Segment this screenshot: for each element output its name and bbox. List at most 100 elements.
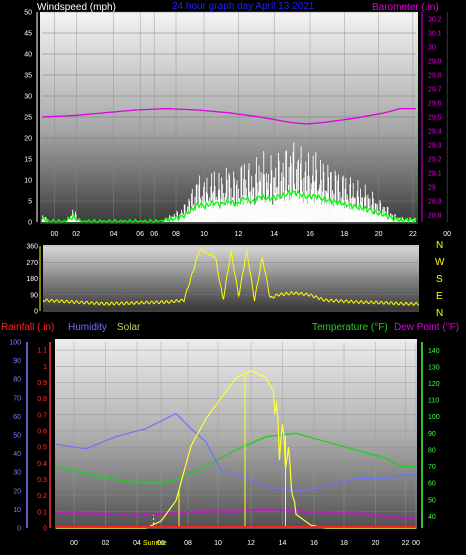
humidity-tick-label: 0 (17, 526, 21, 533)
rain-tick-label: 0.6 (37, 428, 47, 435)
temp-tick-label: 50 (428, 497, 436, 504)
rain-tick-label: 0.2 (37, 493, 47, 500)
wind-x-tick-label: 20 (375, 231, 383, 238)
axis-labels: 5045403530252015105030.230.13029.929.829… (9, 10, 451, 548)
temperature-line (55, 432, 417, 485)
wind-x-tick-label: 18 (340, 231, 348, 238)
wind-tick-label: 35 (24, 73, 32, 80)
wind-x-tick-label: 10 (200, 231, 208, 238)
barometer-line (41, 107, 416, 125)
dir-tick-label: 270 (26, 260, 38, 267)
wind-x-tick-label: 16 (306, 231, 314, 238)
humidity-tick-label: 50 (13, 433, 21, 440)
rain-tick-label: 0.9 (37, 380, 47, 387)
wind-tick-label: 20 (24, 136, 32, 143)
baro-tick-label: 29.8 (428, 73, 442, 80)
direction-label-n-bottom: N (436, 308, 443, 319)
climate-x-tick-label: 20 (372, 540, 380, 547)
baro-tick-label: 29.5 (428, 115, 442, 122)
climate-x-tick-label: 14 (279, 540, 287, 547)
wind-tick-label: 10 (24, 178, 32, 185)
wind-direction-line (42, 248, 420, 306)
dewpoint-axis-title: Dew Point (°F) (394, 322, 459, 333)
wind-x-tick-label: 00 (443, 231, 451, 238)
rain-tick-label: 0.4 (37, 461, 47, 468)
wind-x-tick-label: 00 (51, 231, 59, 238)
climate-x-tick-label: 00 (70, 540, 78, 547)
humidity-tick-label: 40 (13, 451, 21, 458)
baro-tick-label: 30 (428, 45, 436, 52)
climate-x-tick-label: 18 (340, 540, 348, 547)
humidity-axis-title: Humidity (68, 322, 107, 333)
dir-tick-label: 90 (30, 292, 38, 299)
chart-date-title: 24 hour graph day April 13 2021 (172, 1, 315, 12)
wind-tick-label: 40 (24, 52, 32, 59)
rain-tick-label: 1 (43, 364, 47, 371)
direction-label-e: E (436, 291, 443, 302)
wind-x-tick-label: 12 (234, 231, 242, 238)
humidity-tick-label: 100 (9, 340, 21, 347)
climate-x-tick-label: 06 (157, 540, 165, 547)
rain-tick-label: 0.7 (37, 412, 47, 419)
baro-tick-label: 29.2 (428, 157, 442, 164)
wind-tick-label: 25 (24, 115, 32, 122)
baro-tick-label: 29.3 (428, 143, 442, 150)
humidity-line (55, 412, 417, 493)
temp-tick-label: 130 (428, 364, 440, 371)
wind-x-tick-label: 06 (150, 231, 158, 238)
temp-tick-label: 70 (428, 464, 436, 471)
wind-tick-label: 50 (24, 10, 32, 17)
baro-tick-label: 29.1 (428, 171, 442, 178)
humidity-tick-label: 30 (13, 470, 21, 477)
barometer-axis-title: Barometer (.in) (372, 2, 439, 13)
direction-label-s: S (436, 274, 443, 285)
temp-tick-label: 110 (428, 398, 439, 405)
sunrise-label: Sunrise (143, 540, 167, 547)
direction-label-w: W (435, 257, 445, 268)
wind-tick-label: 5 (28, 199, 32, 206)
wind-tick-label: 15 (24, 157, 32, 164)
dir-tick-label: 360 (26, 244, 38, 251)
rain-tick-label: 0.1 (37, 509, 47, 516)
temp-tick-label: 100 (428, 414, 440, 421)
baro-tick-label: 29 (428, 185, 436, 192)
climate-x-tick-label: 02 (102, 540, 110, 547)
rainfall-axis-title: Rainfall (.in) (1, 322, 54, 333)
climate-x-tick-label: 16 (310, 540, 318, 547)
baro-tick-label: 30.2 (428, 17, 442, 24)
humidity-tick-label: 70 (13, 395, 21, 402)
wind-x-tick-label: 08 (172, 231, 180, 238)
climate-panel-bg (55, 339, 417, 529)
dewpoint-line (55, 508, 417, 520)
climate-x-tick-label: 00 (412, 540, 420, 547)
temp-tick-label: 90 (428, 431, 436, 438)
rain-tick-label: 0.8 (37, 396, 47, 403)
baro-tick-label: 29.7 (428, 87, 442, 94)
rain-tick-label: 0.5 (37, 445, 47, 452)
wind-x-tick-label: 04 (110, 231, 118, 238)
wind-x-tick-label: 02 (72, 231, 80, 238)
rain-tick-label: 1.1 (37, 348, 47, 355)
humidity-tick-label: 20 (13, 488, 21, 495)
direction-label-n-top: N (436, 240, 443, 251)
climate-x-tick-label: 22 (402, 540, 410, 547)
climate-x-tick-label: 12 (247, 540, 255, 547)
dir-tick-label: 180 (26, 276, 38, 283)
dir-tick-label: 0 (34, 309, 38, 316)
temp-tick-label: 80 (428, 447, 436, 454)
grid-lines (42, 11, 448, 529)
wind-tick-label: 30 (24, 94, 32, 101)
temp-tick-label: 60 (428, 481, 436, 488)
windspeed-axis-title: Windspeed (mph) (37, 2, 116, 13)
baro-tick-label: 30.1 (428, 31, 442, 38)
solar-legend-label: Solar (117, 322, 141, 333)
baro-tick-label: 29.6 (428, 101, 442, 108)
baro-tick-label: 29.9 (428, 59, 442, 66)
humidity-tick-label: 80 (13, 377, 21, 384)
wind-x-tick-label: 14 (270, 231, 278, 238)
temp-tick-label: 120 (428, 381, 440, 388)
wind-tick-label: 0 (28, 220, 32, 227)
chart-marks (41, 107, 420, 529)
humidity-tick-label: 60 (13, 414, 21, 421)
